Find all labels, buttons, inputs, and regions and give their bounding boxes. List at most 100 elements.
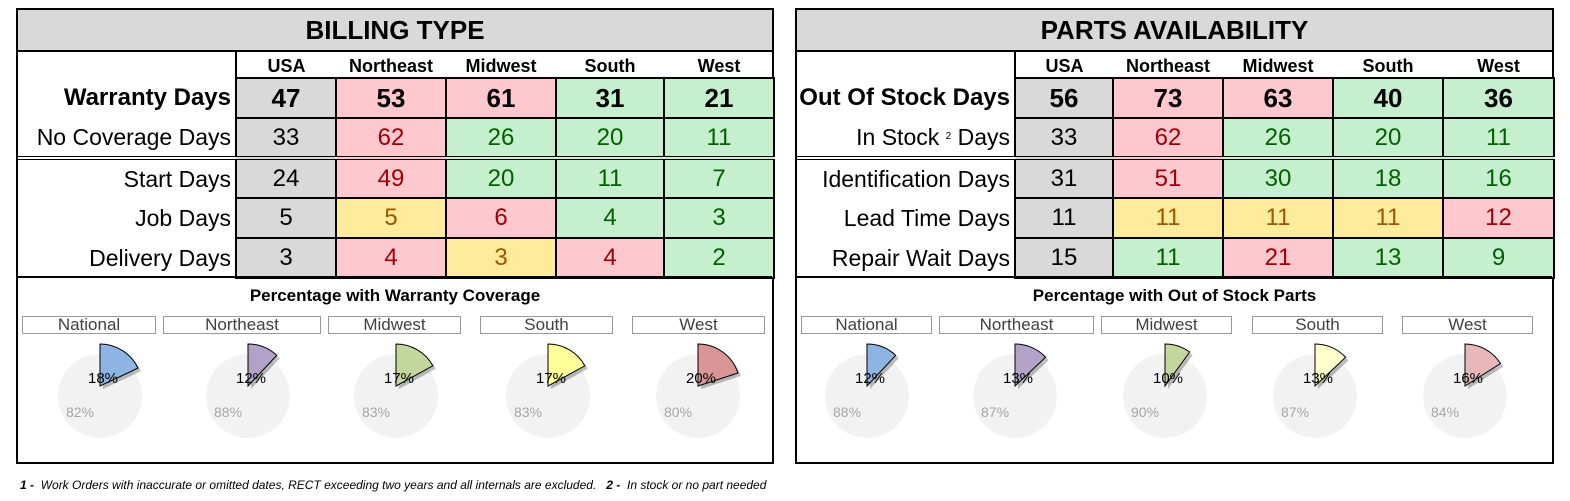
value-cell: 15 [1014, 237, 1114, 279]
value-cell: 4 [555, 237, 665, 279]
pie-remainder-label: 84% [1431, 404, 1460, 420]
value-cell: 49 [335, 156, 447, 199]
table-row: Identification Days 31 51 30 18 16 [797, 156, 1555, 199]
value-cell: 26 [445, 117, 557, 159]
pie-chart: 17% 83% [498, 343, 598, 449]
column-header-row: USA Northeast Midwest South West [18, 52, 774, 78]
table-row: No Coverage Days 33 62 26 20 11 [18, 117, 775, 159]
table-row: Out Of Stock Days 56 73 63 40 36 [797, 77, 1555, 119]
pie-percent-label: 17% [384, 370, 415, 387]
value-cell: 7 [663, 156, 775, 199]
value-cell: 3 [235, 237, 337, 279]
row-label-text: In Stock [856, 123, 940, 150]
billing-type-title: BILLING TYPE [18, 10, 772, 52]
pie-remainder-label: 87% [1281, 404, 1310, 420]
value-cell: 62 [1112, 117, 1224, 159]
billing-type-panel: BILLING TYPE USA Northeast Midwest South… [16, 8, 775, 464]
pie-highlight-slice [1164, 343, 1191, 388]
pie-remainder-label: 87% [981, 404, 1010, 420]
value-cell: 6 [445, 197, 557, 239]
value-cell: 11 [1014, 197, 1114, 239]
value-cell: 9 [1442, 237, 1555, 279]
value-cell: 11 [1112, 197, 1224, 239]
pie-percent-label: 18% [88, 370, 119, 387]
column-header: South [584, 56, 636, 76]
table-row: Start Days 24 49 20 11 7 [18, 156, 775, 199]
pie-remainder-slice [206, 354, 290, 438]
value-cell: 51 [1112, 156, 1224, 199]
value-cell: 33 [1014, 117, 1114, 159]
value-cell: 13 [1332, 237, 1444, 279]
value-cell: 47 [235, 77, 337, 119]
table-row: Delivery Days 3 4 3 4 2 [18, 237, 775, 279]
row-label: Identification Days [797, 156, 1016, 198]
footnote-number: 2 - [606, 478, 621, 492]
value-cell: 31 [555, 77, 665, 119]
value-cell: 3 [663, 197, 775, 239]
pie-chart: 20% 80% [648, 343, 748, 449]
value-cell: 11 [555, 156, 665, 199]
value-cell: 40 [1332, 77, 1444, 119]
pie-percent-label: 16% [1453, 370, 1484, 387]
pie-highlight-slice [866, 343, 897, 388]
pie-percent-label: 17% [536, 370, 567, 387]
pie-remainder-label: 83% [362, 404, 391, 420]
parts-availability-table: USA Northeast Midwest South West Out Of … [797, 52, 1555, 279]
pie-highlight-slice [1014, 343, 1047, 388]
value-cell: 11 [1332, 197, 1444, 239]
pie-highlight-slice [247, 343, 278, 388]
pie-percent-label: 20% [686, 370, 717, 387]
pie-highlight-slice [99, 343, 139, 387]
pie-chart: 13% 87% [1265, 343, 1365, 449]
value-cell: 21 [663, 77, 775, 119]
column-header-row: USA Northeast Midwest South West [797, 52, 1554, 78]
pie-chart: 18% 82% [50, 343, 150, 449]
value-cell: 62 [335, 117, 447, 159]
footnote-number: 1 - [20, 478, 35, 492]
pie-chart: 13% 87% [965, 343, 1065, 449]
region-label: Northeast [939, 316, 1094, 334]
footnote-text: In stock or no part needed [626, 478, 767, 492]
pie-percent-label: 13% [1303, 370, 1334, 387]
parts-availability-title: PARTS AVAILABILITY [797, 10, 1552, 52]
value-cell: 21 [1222, 237, 1334, 279]
row-label-text: Days [957, 123, 1010, 150]
region-label: Midwest [328, 316, 461, 334]
region-label: South [480, 316, 613, 334]
column-header: USA [267, 56, 306, 76]
footnote: 1 - Work Orders with inaccurate or omitt… [20, 478, 766, 492]
parts-availability-panel: PARTS AVAILABILITY USA Northeast Midwest… [795, 8, 1555, 464]
pie-chart: 17% 83% [346, 343, 446, 449]
row-label: Delivery Days [18, 238, 237, 278]
value-cell: 11 [1442, 117, 1555, 159]
column-header: West [697, 56, 741, 76]
pie-remainder-label: 82% [66, 404, 95, 420]
pie-svg [656, 343, 741, 438]
pie-svg [825, 343, 909, 438]
footnote-marker: 2 [945, 130, 952, 142]
column-header: Midwest [465, 56, 537, 76]
table-row: Lead Time Days 11 11 11 11 12 [797, 197, 1555, 239]
region-label: Midwest [1101, 316, 1232, 334]
column-header: South [1362, 56, 1414, 76]
value-cell: 11 [1222, 197, 1334, 239]
pie-highlight-slice [547, 343, 586, 387]
pie-svg [1123, 343, 1207, 438]
pie-chart: 12% 88% [817, 343, 917, 449]
value-cell: 24 [235, 156, 337, 199]
value-cell: 11 [663, 117, 775, 159]
pie-remainder-slice [1123, 354, 1207, 438]
footnote-text: Work Orders with inaccurate or omitted d… [40, 478, 597, 492]
pie-percent-label: 12% [855, 370, 886, 387]
column-header: West [1477, 56, 1520, 76]
pie-chart: 16% 84% [1415, 343, 1515, 449]
value-cell: 26 [1222, 117, 1334, 159]
pie-remainder-slice [1423, 354, 1507, 438]
pie-remainder-slice [1273, 354, 1357, 438]
pie-highlight-slice [1464, 343, 1502, 387]
row-label: Warranty Days [18, 78, 237, 118]
value-cell: 36 [1442, 77, 1555, 119]
row-label: Out Of Stock Days [797, 78, 1016, 118]
pie-highlight-slice [1314, 343, 1347, 388]
row-label: In Stock 2 Days [797, 118, 1016, 158]
